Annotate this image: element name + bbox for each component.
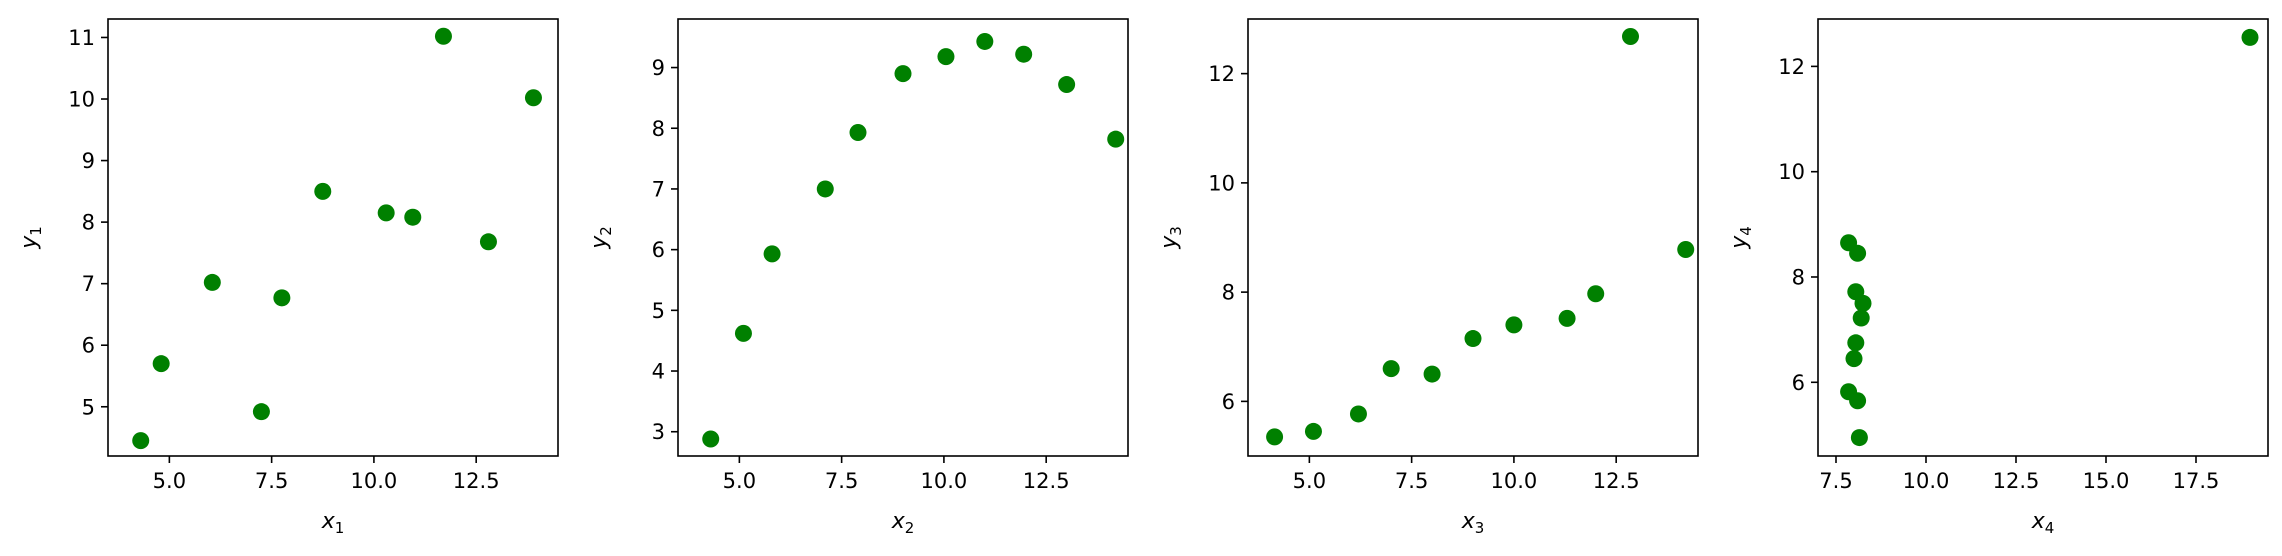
data-point [273,289,291,307]
data-point [1847,334,1865,352]
data-point [734,324,752,342]
data-point [1854,294,1872,312]
y-tick-label: 8 [652,117,665,141]
data-point [1558,309,1576,327]
data-point [479,233,497,251]
y-tick-label: 3 [652,420,665,444]
data-point [152,355,170,373]
y-tick-label: 12 [1778,55,1805,79]
data-point [849,123,867,141]
y-tick-label: 6 [652,238,665,262]
x-tick-label: 7.5 [255,469,288,493]
x-tick-label: 7.5 [1819,469,1852,493]
y-tick-label: 6 [1792,371,1805,395]
chart-panel-2: 5.0 7.5 10.0 12.5 3 4 5 6 7 8 9 x2 y2 [587,18,1129,537]
data-point [1587,285,1605,303]
data-point [377,204,395,222]
axes-frame [1247,18,1699,457]
x-axis-label: x4 [2031,509,2055,537]
x-tick-label: 12.5 [1993,469,2040,493]
y-tick-label: 9 [82,149,95,173]
data-point [524,89,542,107]
y-axis-label: y2 [587,226,615,250]
x-tick-label: 7.5 [825,469,858,493]
chart-panel-3: 5.0 7.5 10.0 12.5 6 8 10 12 x3 y3 [1157,18,1699,537]
x-tick-label: 10.0 [921,469,968,493]
y-axis-label: y4 [1727,226,1755,250]
x-tick-label: 12.5 [453,469,500,493]
data-point [816,180,834,198]
data-point [2241,28,2259,46]
data-point [1849,244,1867,262]
data-point [1349,405,1367,423]
y-tick-label: 8 [1222,281,1235,305]
x-tick-label: 10.0 [1903,469,1950,493]
data-point [434,27,452,45]
data-point [1849,392,1867,410]
data-point [1850,429,1868,447]
data-point [314,182,332,200]
x-tick-label: 10.0 [351,469,398,493]
axes-frame [1817,18,2269,457]
x-tick-label: 12.5 [1023,469,1070,493]
y-tick-label: 5 [82,395,95,419]
data-point [1266,428,1284,446]
data-point [132,432,150,450]
data-point [937,48,955,66]
chart-panel-1: 5.0 7.5 10.0 12.5 5 6 7 8 9 10 11 x1 y1 [17,18,559,537]
data-point [1382,360,1400,378]
y-tick-label: 6 [1222,390,1235,414]
data-point [1852,309,1870,327]
y-tick-label: 10 [1778,160,1805,184]
data-point [1015,45,1033,63]
data-point [702,430,720,448]
x-tick-label: 15.0 [2083,469,2130,493]
x-tick-label: 7.5 [1395,469,1428,493]
y-tick-label: 11 [68,26,95,50]
x-axis-label: x2 [891,509,915,537]
y-axis-label: y3 [1157,226,1185,250]
data-point [1107,130,1125,148]
data-point [203,273,221,291]
y-tick-label: 4 [652,360,665,384]
x-axis-label: x1 [321,509,345,537]
data-point [763,245,781,263]
y-tick-label: 7 [82,272,95,296]
data-point [1058,76,1076,94]
data-point [894,65,912,83]
y-tick-label: 6 [82,334,95,358]
y-tick-label: 5 [652,299,665,323]
x-tick-label: 17.5 [2173,469,2220,493]
x-tick-label: 12.5 [1593,469,1640,493]
data-point [1464,330,1482,348]
x-tick-label: 5.0 [1293,469,1326,493]
data-point [1505,316,1523,334]
chart-panel-4: 7.5 10.0 12.5 15.0 17.5 6 8 10 12 x4 y4 [1727,18,2269,537]
y-tick-label: 12 [1208,62,1235,86]
data-point [1423,365,1441,383]
axes-frame [677,18,1129,457]
data-point [976,32,994,50]
data-point [252,403,270,421]
y-tick-label: 8 [1792,265,1805,289]
data-point [1845,350,1863,368]
y-tick-label: 9 [652,56,665,80]
data-point [404,208,422,226]
x-tick-label: 10.0 [1491,469,1538,493]
x-tick-label: 5.0 [153,469,186,493]
y-tick-label: 7 [652,177,665,201]
x-tick-label: 5.0 [723,469,756,493]
y-tick-label: 10 [68,88,95,112]
y-tick-label: 8 [82,211,95,235]
y-axis-label: y1 [17,226,45,250]
y-tick-label: 10 [1208,171,1235,195]
data-point [1677,241,1695,259]
x-axis-label: x3 [1461,509,1485,537]
data-point [1622,27,1639,45]
axes-frame [107,18,559,457]
data-point [1304,422,1322,440]
